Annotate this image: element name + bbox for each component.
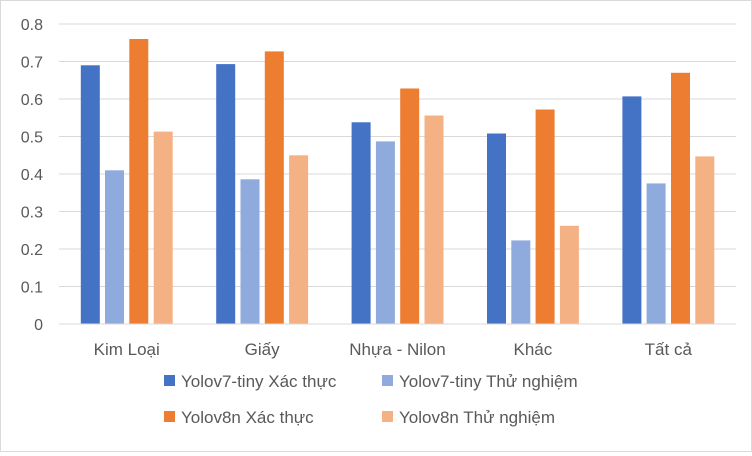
y-tick-label: 0.1 [21, 280, 43, 297]
bar [240, 179, 260, 325]
y-tick-label: 0.6 [21, 92, 43, 109]
y-tick-label: 0.2 [21, 242, 43, 259]
bars [80, 39, 715, 325]
bar [129, 39, 149, 324]
bar [535, 109, 555, 324]
legend-label: Yolov8n Xác thực [181, 408, 314, 427]
bar [105, 170, 124, 325]
legend-item: Yolov7-tiny Xác thực [164, 372, 337, 391]
bar [559, 225, 579, 325]
bar [511, 240, 531, 324]
y-tick-label: 0.5 [21, 130, 43, 147]
y-tick-label: 0.3 [21, 205, 43, 222]
bar [671, 72, 690, 325]
bar [216, 64, 236, 324]
legend-item: Yolov8n Xác thực [164, 408, 314, 427]
legend-swatch [382, 375, 393, 386]
legend-swatch [164, 411, 175, 422]
bar [153, 131, 173, 324]
legend: Yolov7-tiny Xác thực Yolov7-tiny Thử nghi… [164, 372, 578, 427]
legend-label: Yolov7-tiny Thử nghiệm [399, 372, 578, 391]
bar [375, 141, 395, 324]
x-axis-categories: Kim Loại Giấy Nhựa - Nilon Khác Tất cả [94, 340, 693, 359]
bar [351, 122, 371, 325]
legend-item: Yolov7-tiny Thử nghiệm [382, 372, 578, 391]
legend-swatch [164, 375, 175, 386]
legend-item: Yolov8n Thử nghiệm [382, 408, 555, 427]
y-tick-label: 0.7 [21, 55, 43, 72]
legend-label: Yolov7-tiny Xác thực [181, 372, 337, 391]
y-tick-label: 0 [34, 317, 43, 334]
legend-label: Yolov8n Thử nghiệm [399, 408, 555, 427]
x-category-label: Kim Loại [94, 340, 160, 359]
y-tick-label: 0.8 [21, 17, 43, 34]
bar [424, 115, 444, 324]
bar [622, 96, 642, 325]
y-tick-label: 0.4 [21, 167, 43, 184]
bar [646, 183, 666, 324]
y-axis-ticks: 0 0.1 0.2 0.3 0.4 0.5 0.6 0.7 0.8 [21, 17, 43, 334]
bar [487, 133, 506, 324]
x-category-label: Khác [514, 340, 553, 359]
bar [289, 155, 309, 325]
x-category-label: Nhựa - Nilon [349, 340, 445, 359]
bar [695, 156, 715, 324]
legend-swatch [382, 411, 393, 422]
x-category-label: Giấy [245, 340, 280, 359]
bar [80, 65, 100, 325]
bar [264, 51, 284, 325]
bar [400, 88, 420, 324]
x-category-label: Tất cả [645, 340, 693, 359]
